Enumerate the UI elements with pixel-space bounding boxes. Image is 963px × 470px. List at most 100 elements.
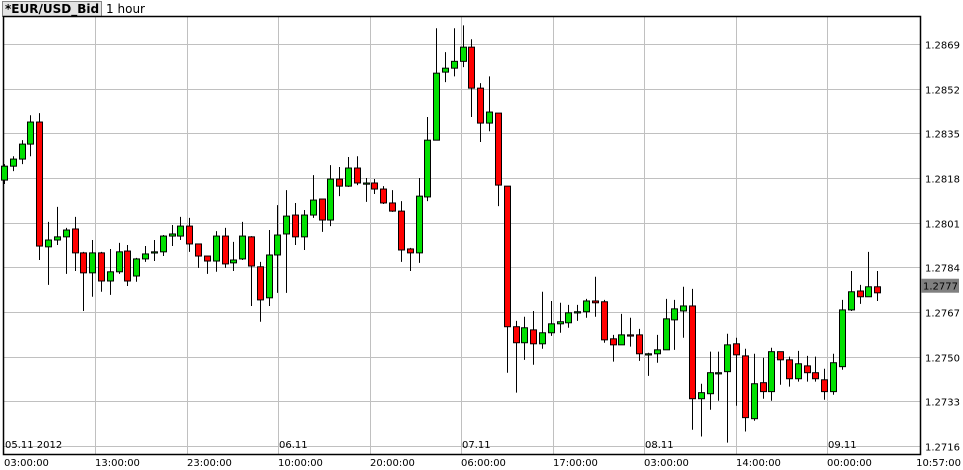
candle-up [230,259,237,264]
candle-down [389,202,396,212]
plot-border [2,15,922,456]
candle-up [45,239,52,248]
candle-down [98,252,105,282]
y-tick-label: 1.2801 [925,220,960,231]
candle-down [530,329,537,345]
candle-up [27,121,34,145]
candle-up [486,111,493,124]
candle-down [760,382,767,393]
candle-down [592,300,599,304]
candle-down [222,235,229,265]
candle-down [812,372,819,380]
x-tick-label: 03:00:00 [644,458,689,469]
candle-up [63,229,70,238]
candle-up [160,235,167,253]
x-tick-label: 00:00:00 [827,458,872,469]
candle-up [327,178,334,221]
candle-up [433,72,440,141]
candle-up [865,286,872,298]
candle-up [142,253,149,260]
candle-up [442,67,449,73]
date-label: 06.11 [279,440,308,451]
candle-up [274,234,281,256]
y-tick-label: 1.2750 [925,354,960,365]
candle-up [345,167,352,187]
candle-up [177,225,184,237]
candle-up [54,236,61,241]
last-price-label: 1.2777 [923,282,958,293]
date-label: 05.11 2012 [5,440,62,451]
x-tick-label: 20:00:00 [370,458,415,469]
candle-up [574,311,581,314]
candle-up [539,332,546,345]
candle-down [292,214,299,238]
candle-down [733,343,740,356]
date-label: 09.11 [828,440,857,451]
candle-up [724,344,731,373]
candle-down [513,326,520,344]
x-tick-label: 06:00:00 [461,458,506,469]
date-label: 07.11 [462,440,491,451]
candle-up [239,235,246,260]
chart-header: *EUR/USD_Bid 1 hour [2,1,145,17]
candle-up [89,252,96,274]
candle-down [398,210,405,251]
candle-up [363,182,370,185]
candle-up [618,334,625,346]
candle-up [839,309,846,368]
candle-up [663,318,670,351]
y-tick-label: 1.2869 [925,41,960,52]
candle-up [671,308,678,321]
candle-down [36,121,43,247]
candle-up [707,372,714,395]
candle-down [477,87,484,124]
candle-down [124,250,131,282]
y-tick-label: 1.2852 [925,86,960,97]
candle-up [1,165,8,181]
candle-up [169,233,176,237]
timeframe-label: 1 hour [106,2,145,16]
y-tick-label: 1.2733 [925,398,960,409]
candle-up [565,312,572,324]
candle-down [257,266,264,301]
candle-up [213,235,220,262]
x-tick-label: 10:00:00 [278,458,323,469]
candle-up [451,60,458,69]
candle-up [830,362,837,393]
candle-down [248,236,255,267]
candle-down [80,252,87,274]
x-tick-label: 17:00:00 [553,458,598,469]
y-tick-label: 1.2716 [925,443,960,454]
candle-up [310,199,317,216]
candle-up [266,254,273,299]
candle-down [186,225,193,245]
candle-up [416,195,423,254]
candle-down [804,365,811,374]
candle-up [19,143,26,160]
candle-down [601,301,608,341]
candle-down [380,188,387,204]
candle-up [283,215,290,235]
candle-up [133,258,140,277]
candle-down [354,167,361,184]
candle-down [336,178,343,187]
candle-up [848,291,855,311]
candle-up [548,323,555,334]
candle-down [468,46,475,89]
x-tick-label: 03:00:00 [4,458,49,469]
candle-down [874,286,881,294]
x-tick-label: 13:00:00 [95,458,140,469]
date-label: 08.11 [645,440,674,451]
candle-up [698,392,705,400]
y-tick-label: 1.2835 [925,130,960,141]
candle-down [504,185,511,328]
y-tick-label: 1.2784 [925,264,960,275]
candle-up [795,363,802,380]
candle-down [857,290,864,298]
last-price-badge [921,278,959,293]
candle-up [680,305,687,312]
candle-down [72,228,79,254]
symbol-button[interactable]: *EUR/USD_Bid [2,1,103,17]
candle-down [204,255,211,262]
